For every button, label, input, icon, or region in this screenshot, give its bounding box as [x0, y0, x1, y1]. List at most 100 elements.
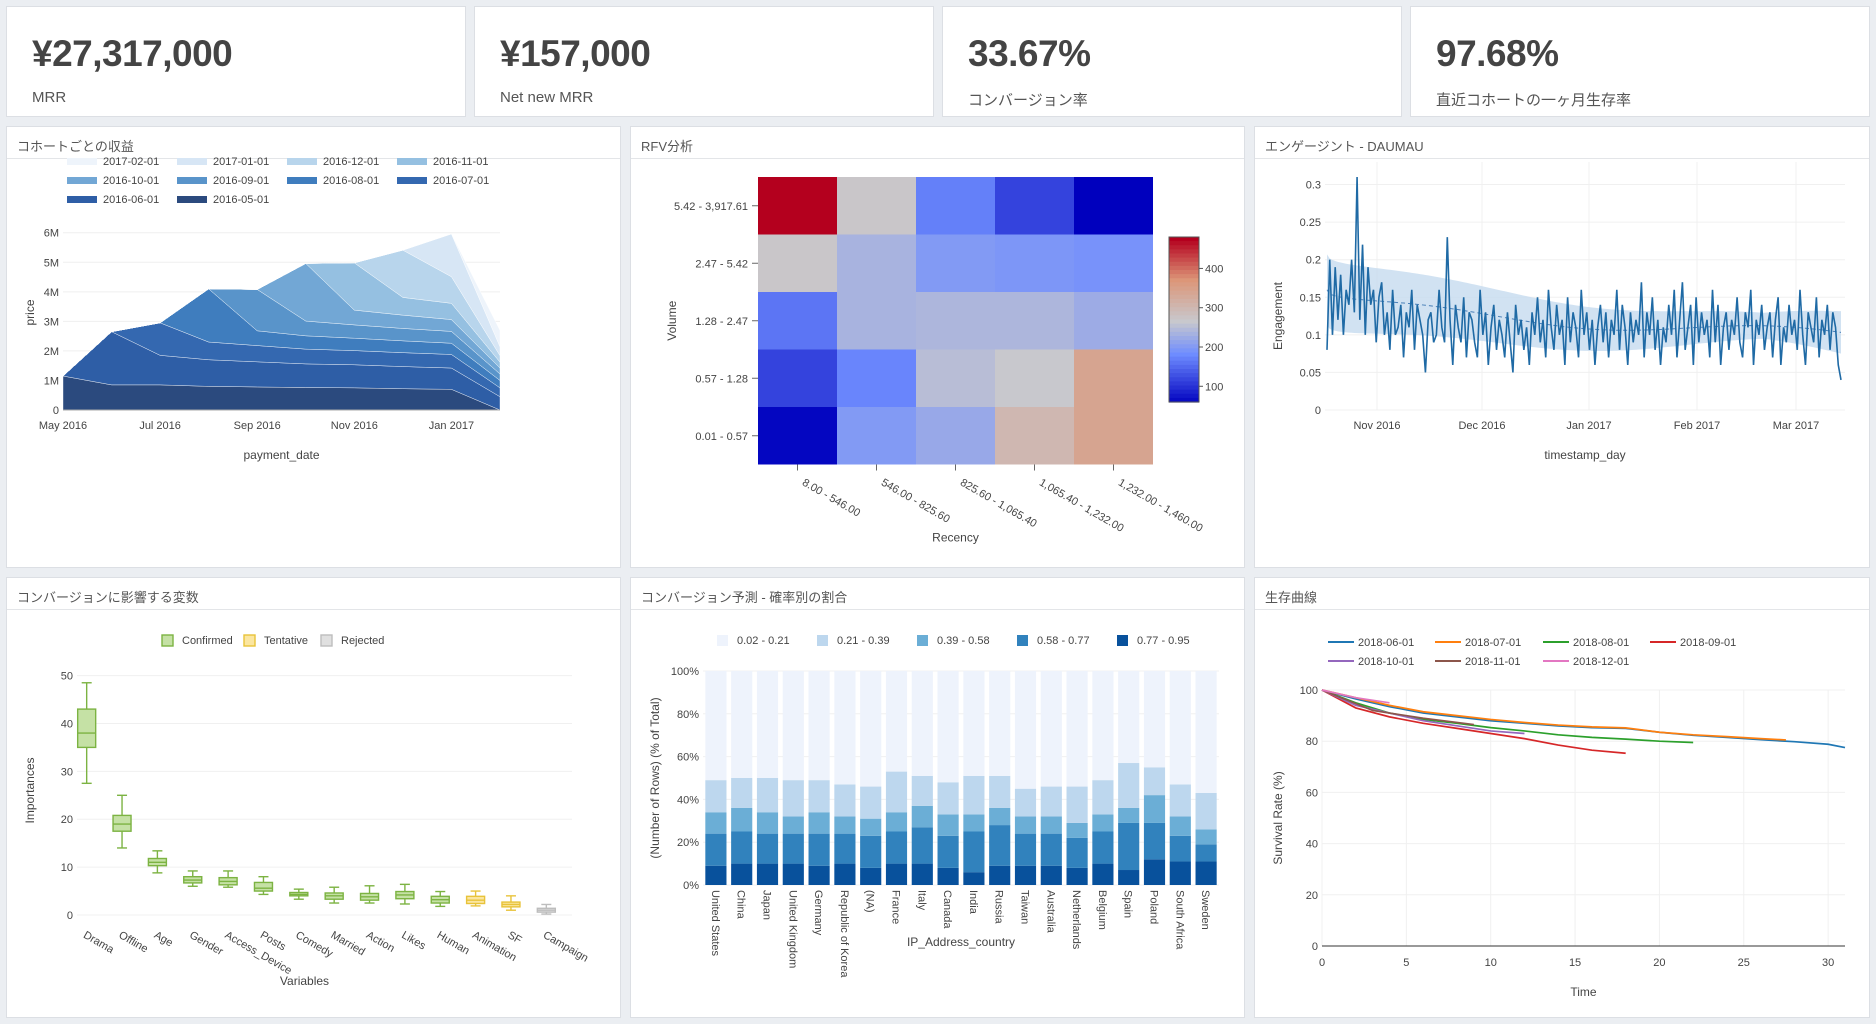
y-tick-label: 0 [53, 405, 59, 417]
heatmap-cell [758, 177, 837, 235]
legend-swatch [717, 635, 728, 646]
cohort-area-chart[interactable]: 0 1M 2M 3M 4M 5M 6M May 2016 Jul 2016 Sep 2016 Nov… [7, 127, 622, 569]
y-tick-label: 0.15 [1300, 292, 1321, 304]
x-axis-label: Variables [280, 974, 329, 988]
colorbar-segment [1169, 253, 1199, 259]
kpi-value: 97.68% [1436, 33, 1559, 74]
x-tick-label: Australia [1044, 890, 1056, 934]
survival-series [1321, 689, 1694, 744]
bar-segment [911, 805, 933, 828]
bar-segment [782, 816, 804, 834]
y-tick-label: 0 [1312, 941, 1318, 953]
bar-segment [1118, 671, 1140, 764]
bar-segment [1092, 831, 1114, 864]
bar-segment [1040, 786, 1062, 817]
colorbar-segment [1169, 385, 1199, 391]
y-tick-label: 0.01 - 0.57 [695, 431, 748, 443]
survival-line-chart[interactable]: 0 20 40 60 80 100 0 5 10 15 20 25 30 Time Survival Rat… [1255, 578, 1871, 1019]
heatmap-cell [916, 349, 995, 407]
y-tick-label: 100 [1300, 685, 1318, 697]
bar-segment [756, 812, 779, 834]
bar-segment [1169, 861, 1191, 885]
y-tick-label: 0.3 [1306, 180, 1321, 192]
bar-segment [989, 807, 1011, 826]
x-tick-label: Italy [915, 890, 927, 911]
y-tick-label: 5.42 - 3,917.61 [674, 201, 748, 213]
bar-segment [1195, 792, 1217, 830]
bar-segment [731, 831, 753, 864]
bar-segment [1092, 814, 1114, 832]
heatmap-cell [837, 234, 916, 292]
heatmap-cell [995, 292, 1074, 350]
colorbar-segment [1169, 286, 1199, 292]
colorbar-segment [1169, 340, 1199, 345]
x-tick-label: Taiwan [1019, 890, 1031, 924]
bar-segment [963, 671, 985, 776]
bar-segment [1169, 784, 1191, 817]
box-body [76, 708, 97, 749]
bar-segment [1014, 833, 1037, 866]
bar-segment [989, 775, 1011, 808]
bar-segment [963, 831, 985, 873]
x-tick-label: Spain [1122, 890, 1134, 918]
bar-segment [860, 818, 882, 836]
bar-segment [731, 863, 753, 885]
panel-survival: 生存曲線 0 20 40 60 80 100 0 5 10 15 20 25 30 Time Surviva… [1254, 577, 1870, 1018]
legend-label: 2018-12-01 [1573, 656, 1629, 668]
bar-segment [1118, 870, 1140, 885]
legend-label: 2016-10-01 [103, 175, 159, 187]
heatmap-cell [916, 407, 995, 465]
bar-segment [1195, 861, 1217, 885]
colorbar-segment [1169, 245, 1199, 250]
bar-segment [705, 812, 727, 834]
rfv-heatmap[interactable]: 5.42 - 3,917.61 2.47 - 5.42 1.28 - 2.47 0.5… [631, 127, 1246, 569]
heatmap-cell [1074, 407, 1153, 465]
bar-segment [1195, 844, 1217, 862]
y-axis-label: Volume [665, 300, 679, 340]
panel-divider [631, 158, 1244, 159]
heatmap-cell [1074, 234, 1153, 292]
bar-segment [782, 780, 804, 817]
panel-divider [1255, 609, 1869, 610]
bar-segment [1014, 865, 1037, 885]
bar-segment [963, 775, 985, 815]
bar-segment [911, 775, 933, 806]
engagement-line-chart[interactable]: 0 0.05 0.1 0.15 0.2 0.25 0.3 Nov 2016 Dec 2016 Ja… [1255, 127, 1871, 569]
heatmap-cell [1074, 292, 1153, 350]
y-axis-label: price [23, 299, 37, 325]
bar-segment [705, 780, 727, 813]
colorbar-segment [1169, 360, 1199, 366]
bar-segment [1040, 865, 1062, 885]
x-tick-label: Offline [117, 929, 150, 955]
legend-label: 0.58 - 0.77 [1037, 635, 1090, 647]
colorbar-segment [1169, 270, 1199, 275]
engagement-series [1326, 177, 1842, 381]
x-tick-label: Japan [761, 890, 773, 920]
x-tick-label: Netherlands [1070, 890, 1082, 950]
legend-label: 2016-09-01 [213, 175, 269, 187]
bar-segment [808, 812, 830, 834]
x-tick-label: 20 [1653, 957, 1665, 969]
y-tick-label: 0.25 [1300, 217, 1321, 229]
importance-boxplot[interactable]: 0 10 20 30 40 50 Drama Offline Age GenderAccess_D… [7, 578, 622, 1019]
x-tick-label: India [967, 890, 979, 915]
bar-segment [731, 671, 753, 778]
bar-segment [911, 827, 933, 864]
y-tick-label: 20 [1306, 890, 1318, 902]
kpi-card-mrr: ¥27,317,000 MRR [6, 6, 466, 117]
bar-segment [885, 671, 908, 772]
colorbar-segment [1169, 348, 1199, 354]
box-body [112, 814, 132, 832]
heatmap-cell [916, 292, 995, 350]
legend-label: 0.21 - 0.39 [837, 635, 890, 647]
y-tick-label: 40 [61, 718, 73, 730]
colorbar-segment [1169, 336, 1199, 341]
bar-segment [782, 863, 804, 885]
conversion-stacked-bar[interactable]: 0% 20% 40% 60% 80% 100% United States China Japa… [631, 578, 1246, 1019]
x-tick-label: Married [329, 929, 367, 958]
legend-label: Rejected [341, 635, 384, 647]
bar-segment [731, 807, 753, 832]
x-tick-label: 8.00 - 546.00 [800, 477, 862, 520]
bar-segment [885, 812, 908, 832]
heatmap-cell [758, 349, 837, 407]
